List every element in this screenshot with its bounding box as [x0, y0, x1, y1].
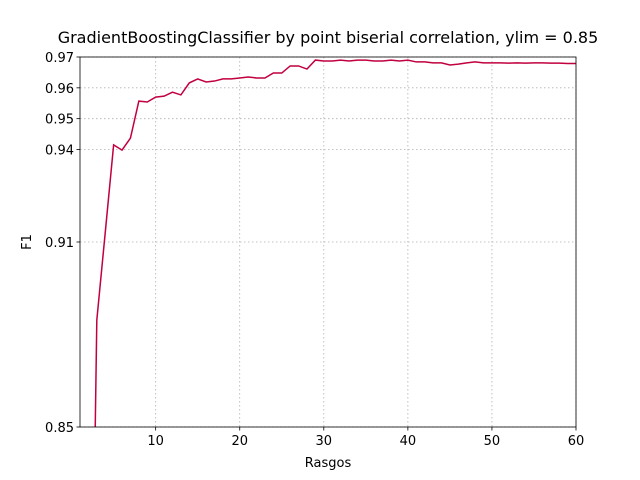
y-tick-label: 0.91: [45, 236, 74, 251]
y-tick-label: 0.96: [45, 82, 74, 97]
x-tick-label: 30: [316, 434, 333, 449]
x-tick-label: 10: [147, 434, 164, 449]
x-tick-label: 50: [484, 434, 501, 449]
y-tick-label: 0.95: [45, 113, 74, 128]
chart-title: GradientBoostingClassifier by point bise…: [58, 28, 599, 47]
y-tick-label: 0.94: [45, 144, 74, 159]
y-axis-label: F1: [20, 234, 35, 250]
y-tick-label: 0.97: [45, 51, 74, 66]
x-tick-label: 60: [568, 434, 585, 449]
data-line: [94, 59, 576, 427]
x-tick-label: 20: [231, 434, 248, 449]
x-tick-label: 40: [400, 434, 417, 449]
x-axis-label: Rasgos: [305, 456, 352, 471]
axes-frame: [79, 56, 577, 428]
y-tick-label: 0.85: [45, 421, 74, 436]
